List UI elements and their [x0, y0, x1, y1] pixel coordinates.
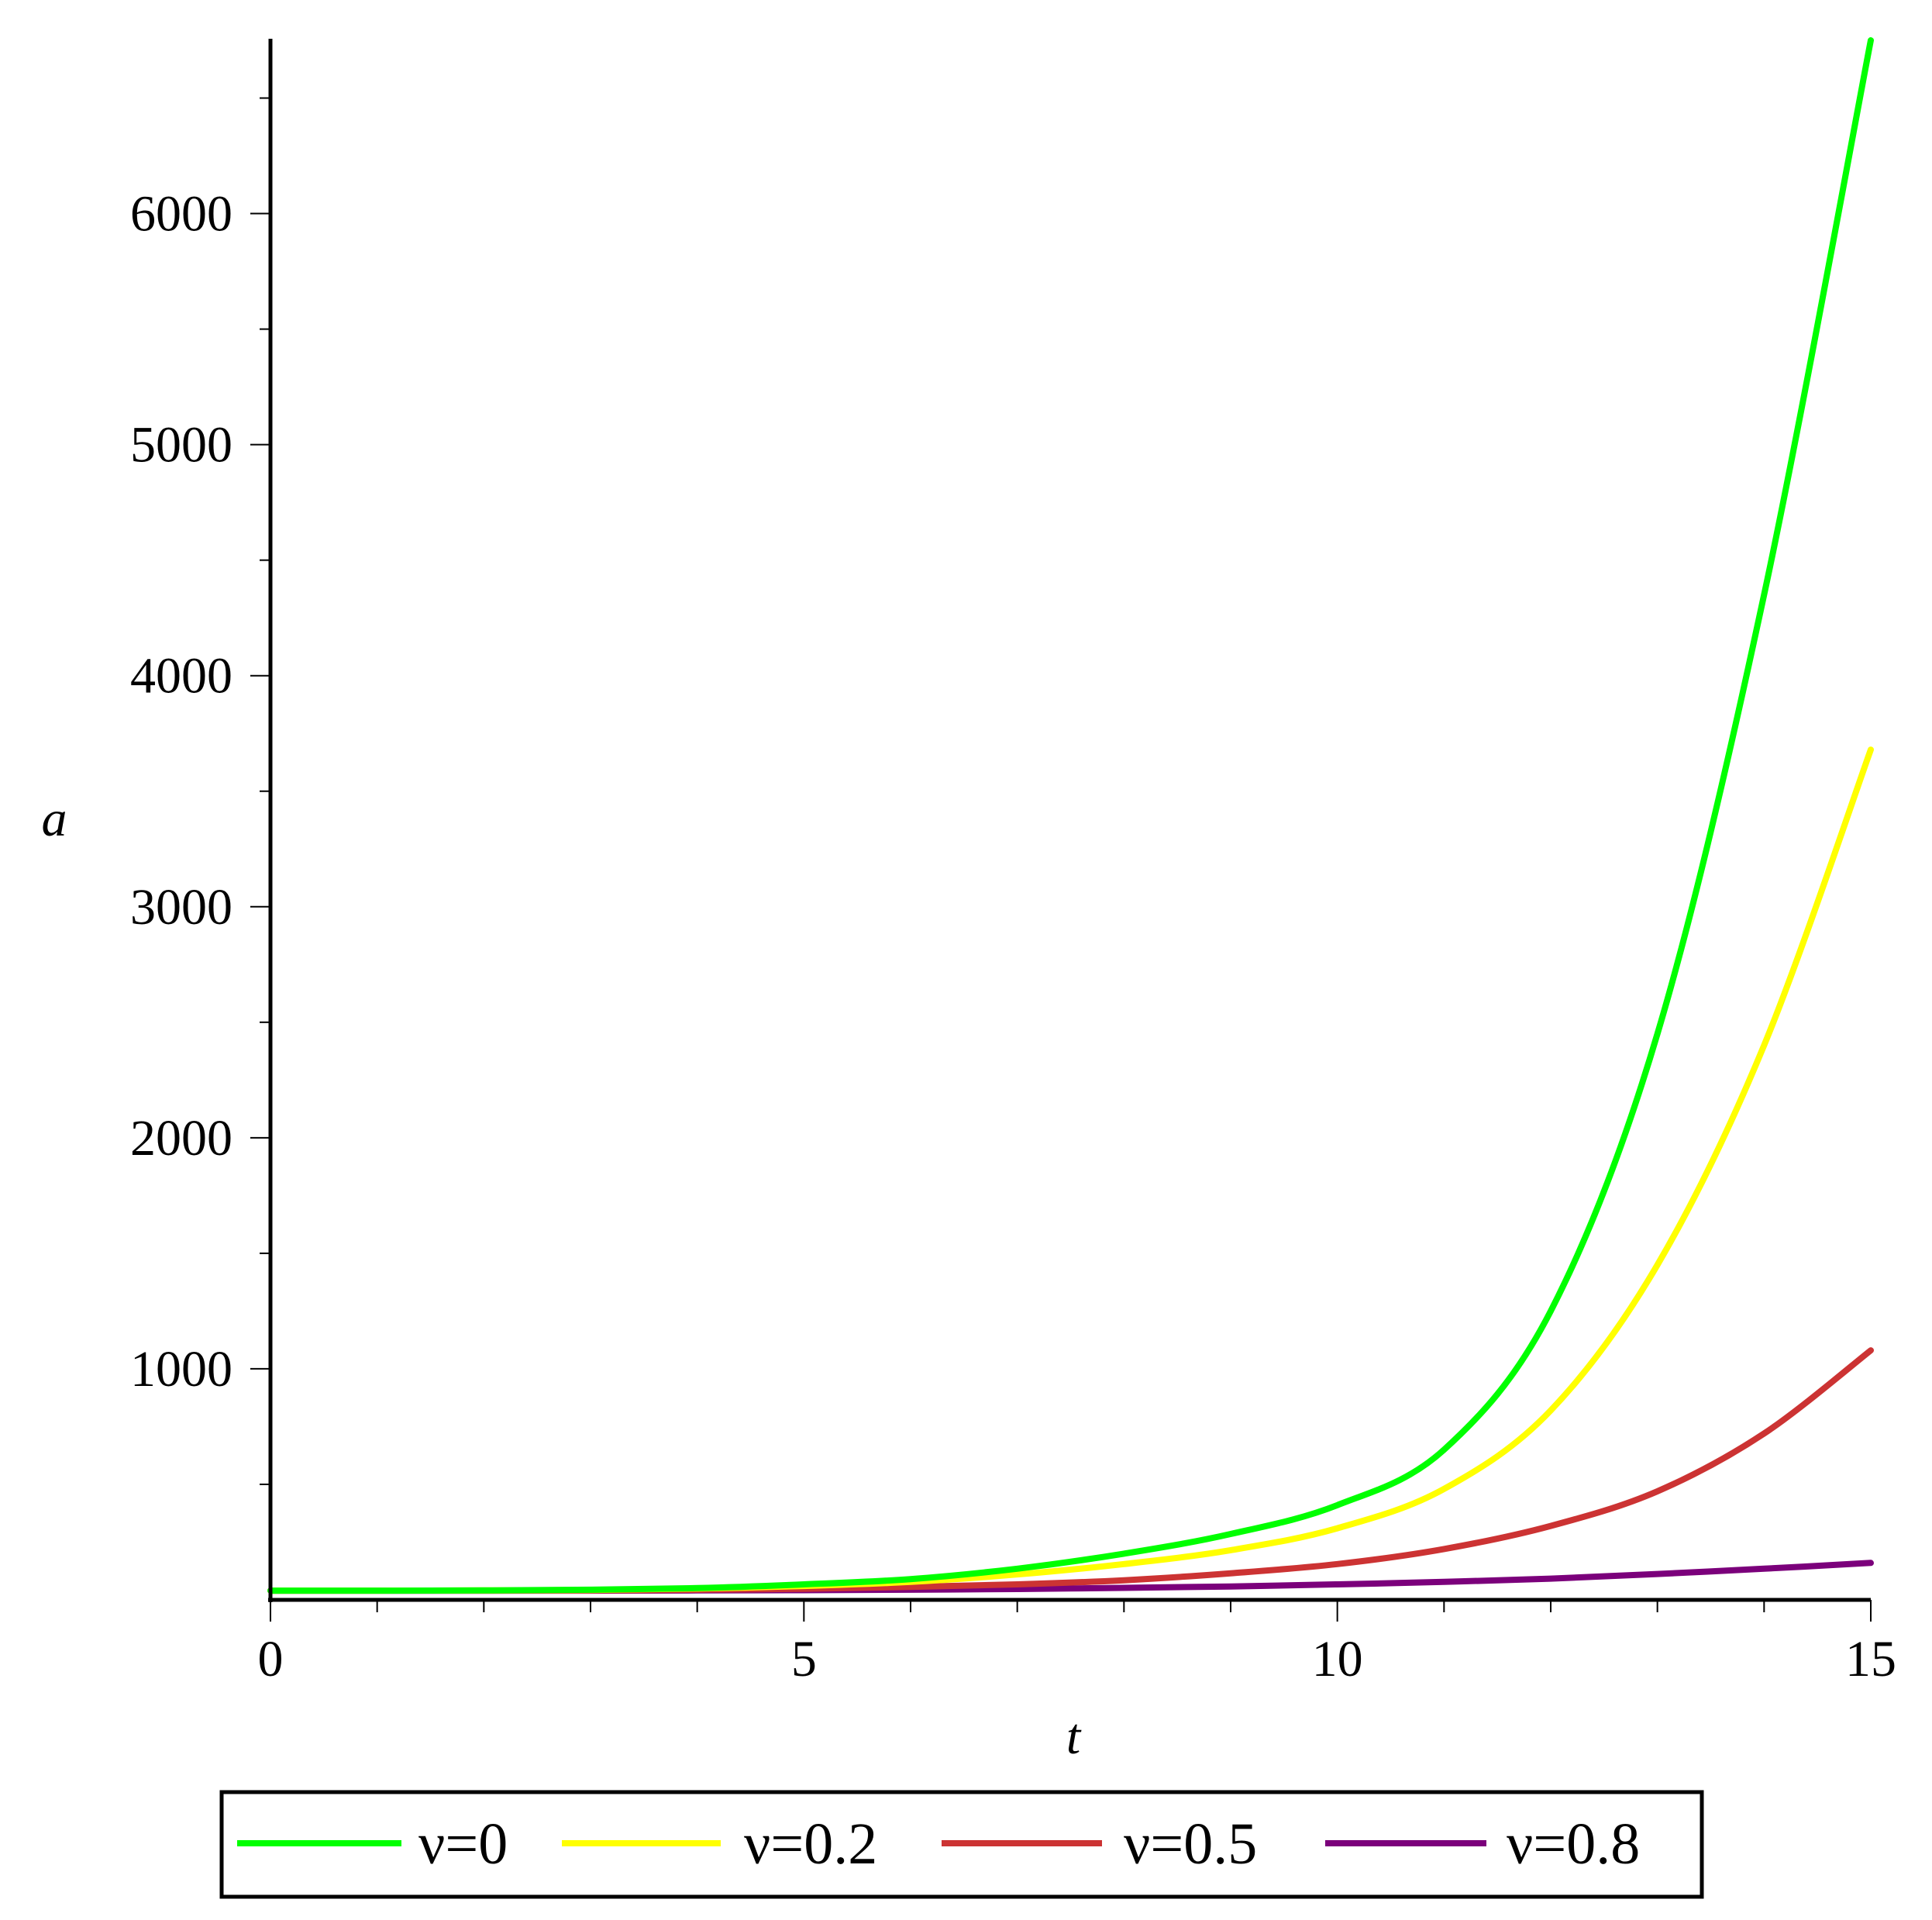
axes — [250, 39, 1872, 1622]
legend-label-1: ν=0.2 — [744, 1811, 877, 1877]
series-line-1 — [267, 746, 1874, 1594]
x-tick-label: 0 — [258, 1631, 284, 1687]
minor-ticks — [260, 97, 1765, 1612]
y-tick-label: 4000 — [130, 648, 232, 705]
legend-label-2: ν=0.5 — [1124, 1811, 1257, 1877]
y-tick-label: 1000 — [130, 1341, 232, 1398]
x-tick-label: 15 — [1845, 1631, 1896, 1687]
series-line-2 — [267, 1347, 1874, 1594]
y-tick-label: 2000 — [130, 1110, 232, 1167]
y-tick-label: 6000 — [130, 186, 232, 243]
series-line-0 — [267, 37, 1874, 1594]
x-tick-label: 10 — [1312, 1631, 1363, 1687]
legend-label-3: ν=0.8 — [1507, 1811, 1640, 1877]
legend: ν=0 ν=0.2 ν=0.5 ν=0.8 — [219, 1790, 1704, 1899]
legend-label-0: ν=0 — [418, 1811, 508, 1877]
x-axis-label: t — [1066, 1708, 1082, 1765]
series-lines — [267, 37, 1874, 1594]
y-tick-label: 5000 — [130, 417, 232, 474]
x-tick-label: 5 — [791, 1631, 817, 1687]
y-axis-label: a — [42, 791, 67, 847]
tick-labels: 0 5 10 15 1000 2000 3000 4000 5000 6000 — [130, 186, 1896, 1687]
y-tick-label: 3000 — [130, 879, 232, 936]
